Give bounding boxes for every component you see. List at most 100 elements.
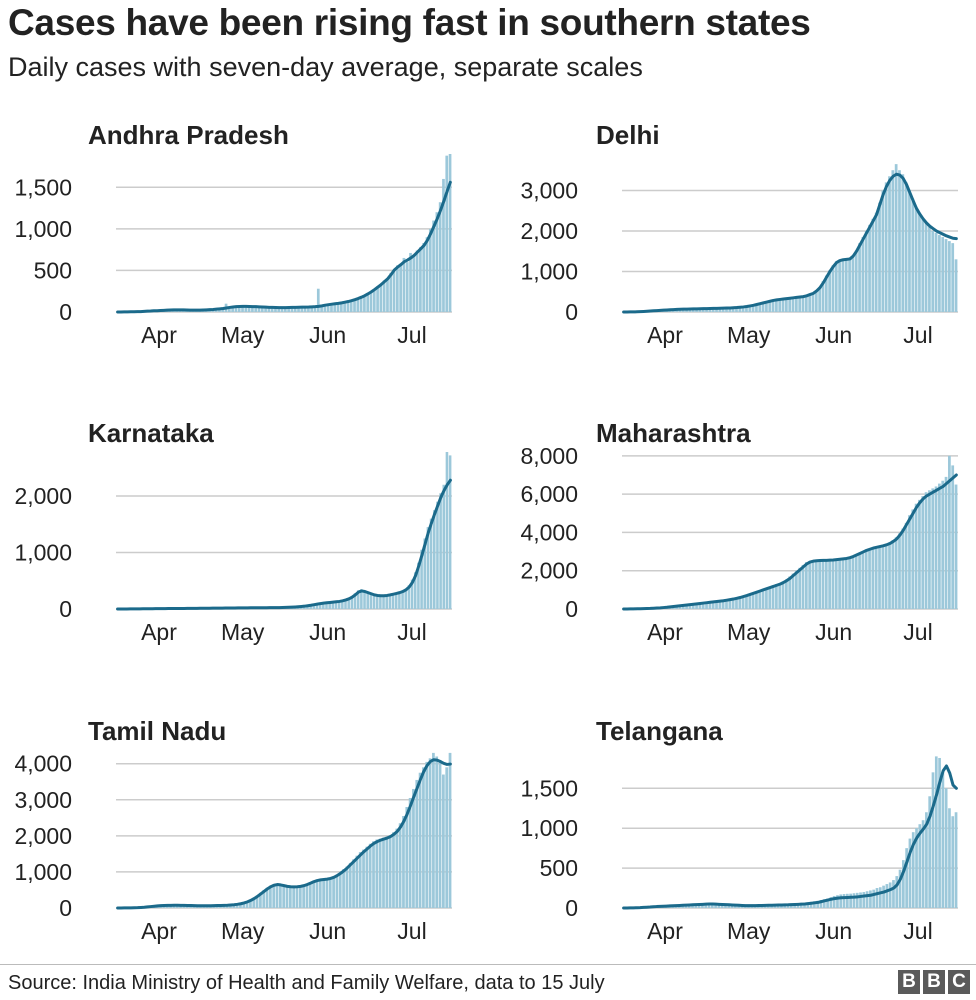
daily-bar — [412, 788, 415, 908]
daily-bar — [948, 455, 951, 609]
daily-bar — [293, 307, 297, 312]
daily-bar — [914, 503, 918, 609]
daily-bar — [818, 559, 822, 609]
daily-bar — [816, 900, 820, 908]
daily-bar — [318, 603, 322, 609]
bbc-logo-letter: B — [898, 970, 920, 994]
daily-bar — [862, 892, 866, 908]
daily-bar — [269, 885, 272, 908]
daily-bar — [948, 808, 951, 908]
daily-bar — [751, 305, 755, 312]
daily-bar — [392, 832, 395, 908]
daily-bar — [728, 599, 732, 609]
daily-bar — [858, 552, 861, 609]
x-tick-label: Apr — [141, 918, 177, 944]
daily-bar — [275, 883, 279, 908]
daily-bar — [402, 816, 405, 908]
daily-bar — [925, 812, 928, 908]
daily-bar — [288, 886, 292, 908]
daily-bar — [432, 752, 435, 908]
daily-bar — [265, 887, 269, 908]
daily-bar — [781, 298, 785, 312]
y-tick-label: 2,000 — [14, 483, 72, 509]
daily-bar — [768, 586, 772, 609]
daily-bar — [778, 583, 782, 609]
daily-bar — [426, 527, 430, 609]
daily-bar — [382, 595, 385, 609]
daily-bar — [382, 280, 386, 312]
daily-bar — [791, 573, 795, 609]
daily-bar — [398, 823, 402, 908]
daily-bar — [448, 455, 452, 609]
source-note: Source: India Ministry of Health and Fam… — [8, 972, 605, 994]
daily-bar — [239, 903, 242, 908]
daily-bar — [349, 300, 353, 312]
daily-bar — [941, 480, 945, 609]
daily-bar — [279, 884, 282, 908]
daily-bar — [325, 878, 329, 908]
daily-bar — [338, 871, 342, 908]
daily-bar — [821, 560, 825, 609]
daily-bar — [738, 597, 742, 609]
x-tick-label: Apr — [647, 918, 683, 944]
daily-bar — [944, 788, 948, 908]
daily-bar — [839, 894, 843, 908]
daily-bar — [854, 250, 858, 312]
daily-bar — [892, 880, 895, 908]
daily-bar — [410, 579, 414, 609]
daily-bar — [881, 190, 885, 312]
daily-bar — [888, 176, 891, 312]
daily-bar — [413, 572, 417, 609]
daily-bar — [252, 897, 256, 908]
x-tick-label: Jul — [397, 918, 426, 944]
daily-bar — [312, 604, 316, 609]
daily-bar — [688, 309, 692, 312]
daily-bar — [681, 605, 685, 609]
x-tick-label: Apr — [141, 619, 177, 645]
x-tick-label: Jul — [903, 322, 932, 348]
y-tick-label: 1,000 — [14, 216, 72, 242]
daily-bar — [399, 263, 402, 312]
daily-bar — [811, 292, 815, 312]
daily-bar — [325, 602, 328, 609]
daily-bar — [307, 306, 310, 312]
daily-bar — [905, 848, 908, 908]
daily-bar — [292, 887, 296, 908]
daily-bar — [340, 302, 343, 312]
daily-bar — [257, 307, 261, 312]
daily-bar — [918, 824, 922, 908]
daily-bar — [315, 603, 319, 609]
daily-bar — [404, 588, 408, 609]
daily-bar — [908, 515, 911, 609]
daily-bar — [290, 307, 294, 312]
daily-bar — [260, 306, 264, 312]
y-tick-label: 2,000 — [520, 218, 578, 244]
daily-bar — [445, 452, 449, 609]
daily-bar — [369, 593, 373, 609]
y-tick-label: 500 — [540, 855, 578, 881]
daily-bar — [868, 548, 871, 609]
daily-bar — [375, 839, 379, 908]
daily-bar — [691, 604, 695, 609]
daily-bar — [814, 559, 818, 609]
daily-bar — [379, 285, 383, 312]
daily-bar — [316, 288, 320, 312]
daily-bar — [861, 237, 865, 312]
daily-bar — [931, 230, 935, 312]
daily-bar — [438, 760, 442, 908]
y-tick-label: 1,500 — [520, 775, 578, 801]
y-tick-label: 1,000 — [520, 815, 578, 841]
seven-day-average-line — [116, 180, 452, 314]
daily-bar — [346, 301, 350, 312]
y-tick-label: 8,000 — [520, 443, 578, 469]
daily-bar — [442, 774, 445, 908]
daily-bar — [864, 230, 868, 312]
daily-bar — [334, 601, 338, 609]
daily-bar — [710, 903, 714, 908]
daily-bar — [350, 596, 354, 609]
daily-bar — [392, 269, 396, 312]
daily-bar — [788, 576, 792, 609]
daily-bar — [326, 304, 330, 312]
y-tick-label: 6,000 — [520, 481, 578, 507]
daily-bar — [725, 307, 728, 312]
